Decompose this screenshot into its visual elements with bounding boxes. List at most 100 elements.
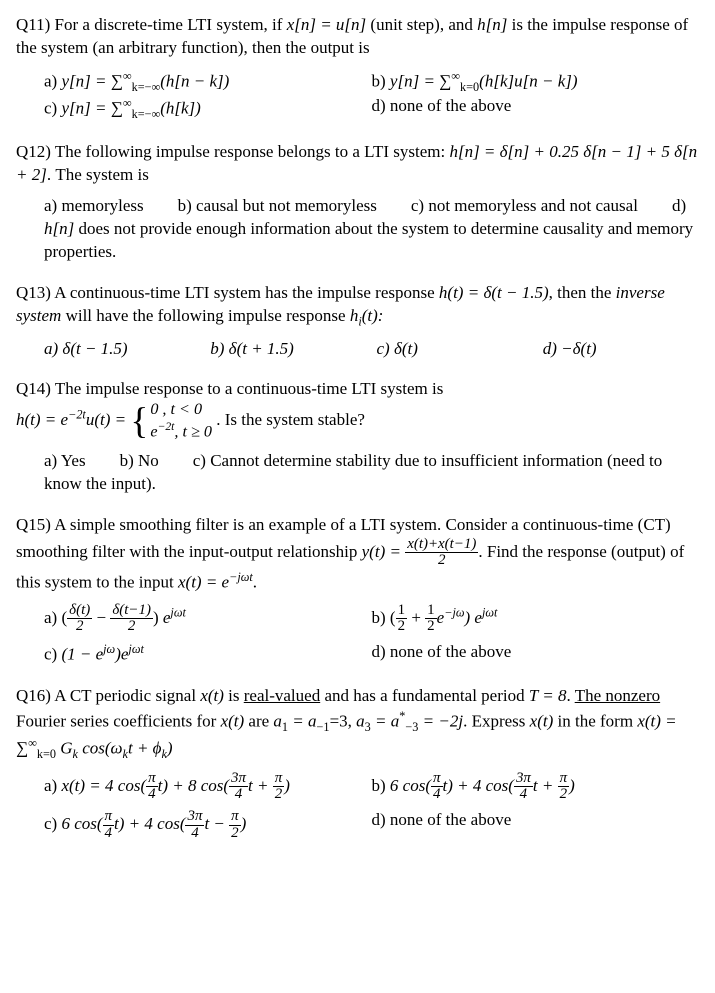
brace-icon: {	[130, 405, 148, 439]
option-d-label: d)	[672, 196, 686, 215]
math: )	[167, 739, 173, 758]
math: )	[284, 776, 290, 795]
math: t −	[204, 814, 229, 833]
fraction: 3π4	[514, 771, 533, 803]
math: e	[150, 423, 157, 440]
sup: −jωt	[229, 570, 253, 584]
num: π	[229, 809, 241, 826]
text: Q11) For a discrete-time LTI system, if	[16, 15, 287, 34]
val: = −2j	[418, 711, 463, 730]
num: 3π	[229, 771, 248, 788]
question-11: Q11) For a discrete-time LTI system, if …	[16, 14, 699, 123]
q16-options: a) x(t) = 4 cos(π4t) + 8 cos(3π4t + π2) …	[16, 771, 699, 842]
math: t) + 4 cos(	[114, 814, 185, 833]
text: Q12) The following impulse response belo…	[16, 142, 449, 161]
math: t) + 4 cos(	[443, 776, 514, 795]
math: x(t)	[200, 686, 224, 705]
question-15: Q15) A simple smoothing filter is an exa…	[16, 514, 699, 667]
label: a)	[44, 72, 61, 91]
math: t + ϕ	[128, 739, 162, 758]
math: t) + 8 cos(	[158, 776, 229, 795]
real-valued: real-valued	[244, 686, 320, 705]
q15-stem: Q15) A simple smoothing filter is an exa…	[16, 514, 699, 595]
sub: −3	[405, 720, 418, 734]
option-a: a) Yes	[44, 451, 86, 470]
fraction: δ(t)2	[67, 603, 92, 635]
den: 2	[396, 619, 407, 635]
math: cos(ω	[78, 739, 123, 758]
q13-stem: Q13) A continuous-time LTI system has th…	[16, 282, 699, 330]
math: , t ≥ 0	[174, 423, 212, 440]
fraction: π2	[229, 809, 241, 841]
sup: jω	[103, 642, 115, 656]
math: h[n]	[477, 15, 507, 34]
option-c: c) y[n] = ∑∞k=−∞(h[k])	[44, 95, 372, 123]
math: (t):	[362, 306, 384, 325]
a: a	[356, 711, 365, 730]
label: b)	[372, 72, 390, 91]
q14-stem: Q14) The impulse response to a continuou…	[16, 378, 699, 441]
math: )e	[115, 645, 128, 664]
option-d: d) none of the above	[372, 809, 700, 841]
q16-stem: Q16) A CT periodic signal x(t) is real-v…	[16, 685, 699, 763]
sub: k=0	[37, 747, 56, 761]
option-a: a) memoryless	[44, 196, 144, 215]
text: none of the above	[390, 642, 511, 661]
math: x(t) = 4 cos(	[61, 776, 146, 795]
q12-stem: Q12) The following impulse response belo…	[16, 141, 699, 187]
num: π	[273, 771, 285, 788]
math: t +	[248, 776, 273, 795]
option-b: b) No	[120, 451, 159, 470]
piecewise: { 0 , t < 0 e−2t, t ≥ 0	[130, 401, 212, 442]
math: 6 cos(	[390, 776, 431, 795]
text: .	[566, 686, 574, 705]
den: 4	[514, 787, 533, 803]
eq: = a	[371, 711, 399, 730]
a: a	[273, 711, 282, 730]
math: u(t) =	[86, 411, 131, 430]
math: t +	[533, 776, 558, 795]
math: x(t) = e	[178, 573, 229, 592]
q12-options: a) memoryless b) causal but not memoryle…	[16, 195, 699, 264]
sub: −1	[317, 720, 330, 734]
den: 2	[558, 787, 570, 803]
fraction: δ(t−1)2	[110, 603, 153, 635]
option-a: a) y[n] = ∑∞k=−∞(h[n − k])	[44, 68, 372, 96]
question-14: Q14) The impulse response to a continuou…	[16, 378, 699, 495]
fraction: π2	[273, 771, 285, 803]
text: Q16) A CT periodic signal	[16, 686, 200, 705]
text: Fourier series coefficients for	[16, 711, 221, 730]
eq: = a	[288, 711, 316, 730]
math: x(t)	[530, 711, 554, 730]
den: 4	[103, 826, 115, 842]
math: x[n] = u[n]	[287, 15, 366, 34]
text: is	[224, 686, 244, 705]
sup: ∞	[28, 736, 37, 750]
text: . Express	[463, 711, 530, 730]
fraction: 3π4	[229, 771, 248, 803]
q14-options: a) Yes b) No c) Cannot determine stabili…	[16, 450, 699, 496]
label: d)	[372, 810, 390, 829]
sup: ∞	[123, 96, 132, 110]
nonzero: The nonzero	[575, 686, 660, 705]
num: π	[103, 809, 115, 826]
sup: ∞	[123, 69, 132, 83]
math: )	[569, 776, 575, 795]
math: y[n] = ∑	[61, 72, 122, 91]
sub: k=−∞	[132, 80, 161, 94]
label: b)	[372, 608, 390, 627]
math: (1 − e	[61, 645, 103, 664]
math: x(t)	[221, 711, 245, 730]
math: h[n]	[44, 219, 74, 238]
fraction: 3π4	[185, 809, 204, 841]
text: (unit step), and	[366, 15, 477, 34]
math: (h[k]u[n − k])	[479, 72, 577, 91]
num: π	[558, 771, 570, 788]
sup: jωt	[482, 605, 497, 619]
question-12: Q12) The following impulse response belo…	[16, 141, 699, 264]
fraction: π4	[431, 771, 443, 803]
option-d: d) −δ(t)	[543, 338, 699, 361]
option-a: a) x(t) = 4 cos(π4t) + 8 cos(3π4t + π2)	[44, 771, 372, 803]
minus: −	[92, 608, 110, 627]
q15-options: a) (δ(t)2 − δ(t−1)2) ejωt b) (12 + 12e−j…	[16, 603, 699, 667]
